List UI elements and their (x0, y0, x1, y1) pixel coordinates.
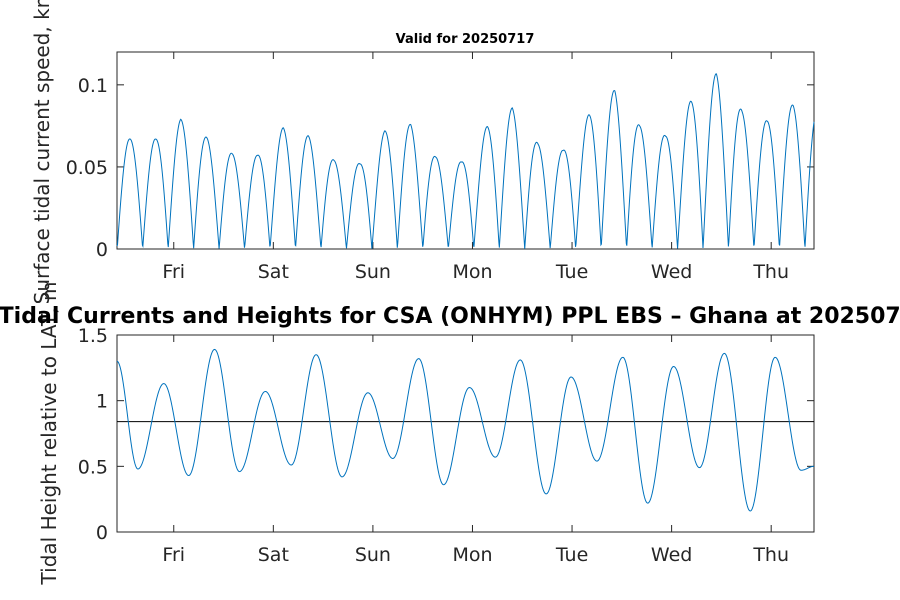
x-tick-label-mon: Mon (452, 544, 492, 566)
tidal-height-series-line (116, 348, 815, 512)
current-speed-axes: 0 0.05 0.1 Fri Sat Sun Mon Tue Wed Thu Valid for… (66, 32, 815, 283)
x-tick-label-thu: Thu (752, 261, 789, 283)
y-tick-label: 0.1 (78, 75, 108, 97)
tidal-height-y-axis-label: Tidal Height relative to LAT, m (37, 282, 61, 586)
x-tick-label-fri: Fri (162, 544, 185, 566)
y-tick-label: 1.5 (78, 325, 108, 347)
tidal-height-plot-box (116, 334, 815, 533)
current-speed-series-line (116, 73, 815, 249)
x-tick-label-tue: Tue (555, 544, 588, 566)
x-tick-label-wed: Wed (651, 544, 692, 566)
y-tick-label: 0 (96, 239, 108, 261)
current-speed-y-ticks: 0 0.05 0.1 (66, 75, 814, 261)
y-tick-label: 1 (96, 391, 108, 413)
current-speed-title: Valid for 20250717 (396, 32, 535, 47)
x-tick-label-tue: Tue (555, 261, 588, 283)
y-tick-label: 0.5 (78, 456, 108, 478)
x-tick-label-mon: Mon (452, 261, 492, 283)
x-tick-label-sun: Sun (355, 261, 391, 283)
figure-main-title: Tidal Currents and Heights for CSA (ONHY… (0, 304, 900, 329)
x-tick-label-fri: Fri (162, 261, 185, 283)
x-tick-label-sat: Sat (258, 261, 289, 283)
x-tick-label-thu: Thu (752, 544, 789, 566)
current-speed-y-axis-label: Surface tidal current speed, kn (30, 0, 54, 304)
y-tick-label: 0 (96, 522, 108, 544)
y-tick-label: 0.05 (66, 157, 108, 179)
current-speed-x-ticks: Fri Sat Sun Mon Tue Wed Thu (162, 52, 789, 283)
tidal-height-x-ticks: Fri Sat Sun Mon Tue Wed Thu (162, 335, 789, 566)
x-tick-label-sun: Sun (355, 544, 391, 566)
x-tick-label-sat: Sat (258, 544, 289, 566)
x-tick-label-wed: Wed (651, 261, 692, 283)
tidal-height-y-ticks: 0 0.5 1 1.5 (78, 325, 814, 544)
tidal-height-axes: 0 0.5 1 1.5 Fri Sat Sun Mon Tue Wed Thu (78, 325, 815, 566)
